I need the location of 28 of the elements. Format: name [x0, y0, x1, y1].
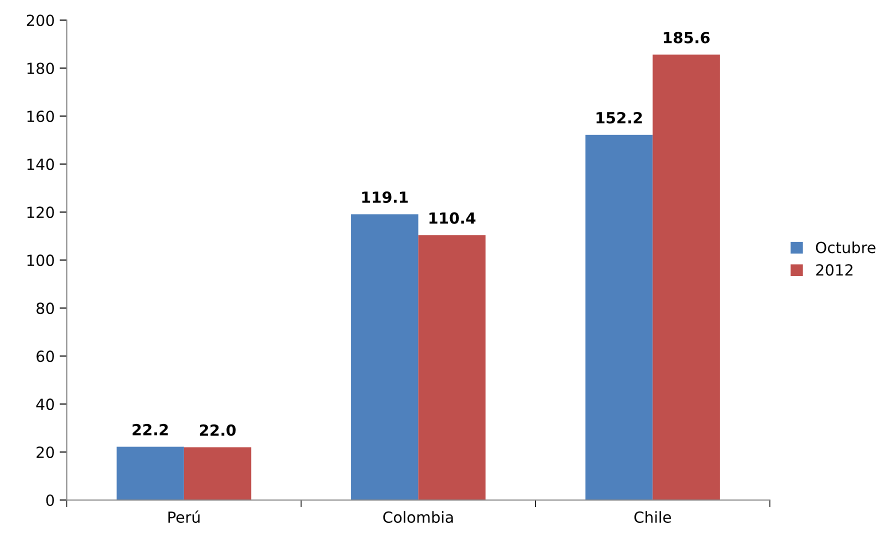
- bar: [116, 446, 184, 500]
- y-tick-label: 60: [36, 350, 54, 362]
- x-tick-label: Colombia: [383, 511, 453, 523]
- bar: [351, 214, 418, 500]
- data-label: 22.2: [132, 424, 168, 436]
- legend-label: Octubre: [816, 241, 876, 254]
- y-tick-label: 140: [27, 158, 54, 170]
- bar: [184, 447, 252, 500]
- y-tick-label: 120: [27, 206, 54, 218]
- legend-label: 2012: [816, 264, 852, 276]
- bar: [652, 54, 720, 500]
- y-tick-label: 200: [26, 14, 54, 26]
- y-tick-label: 160: [27, 110, 54, 122]
- data-label: 185.6: [664, 32, 710, 44]
- y-tick-label: 0: [46, 494, 54, 506]
- data-label: 119.1: [362, 191, 408, 203]
- data-label: 110.4: [429, 212, 476, 224]
- y-tick-label: 100: [27, 254, 54, 266]
- data-label: 152.2: [596, 112, 642, 124]
- x-tick-label: Perú: [168, 510, 200, 523]
- y-tick-label: 180: [27, 62, 54, 74]
- y-tick-label: 20: [36, 446, 54, 458]
- bar: [585, 134, 653, 500]
- x-tick-label: Chile: [634, 511, 671, 523]
- data-label: 22.0: [200, 424, 236, 436]
- bar: [418, 235, 486, 500]
- y-tick-label: 80: [36, 302, 54, 314]
- y-tick-label: 40: [36, 398, 54, 410]
